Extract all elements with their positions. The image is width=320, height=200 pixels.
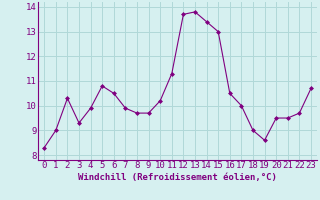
X-axis label: Windchill (Refroidissement éolien,°C): Windchill (Refroidissement éolien,°C) [78, 173, 277, 182]
